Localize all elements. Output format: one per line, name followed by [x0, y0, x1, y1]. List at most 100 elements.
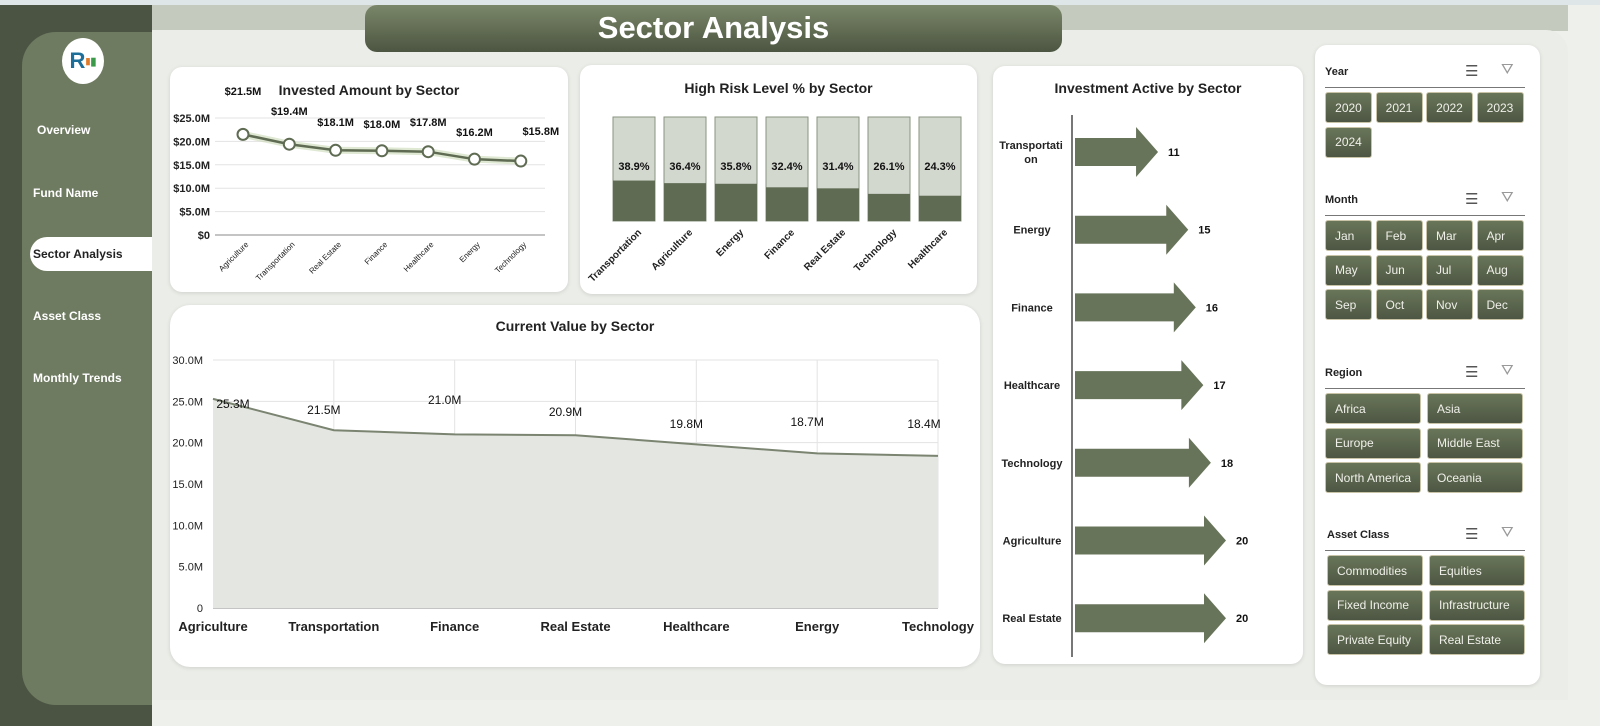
month-option[interactable]: May [1325, 254, 1372, 286]
year-option[interactable]: 2024 [1325, 126, 1372, 158]
year-option[interactable]: 2023 [1476, 92, 1524, 123]
region-option[interactable]: North America [1325, 462, 1421, 493]
asset-class-option[interactable]: Real Estate [1429, 624, 1525, 655]
nav-asset-class[interactable]: Asset Class [33, 309, 102, 323]
high-risk-chart: High Risk Level % by Sector 38.9% Transpor… [580, 65, 977, 294]
x-tick-label: Energy [795, 619, 840, 634]
asset-class-option[interactable]: Equities [1429, 555, 1525, 586]
asset-class-option[interactable]: Commodities [1327, 555, 1423, 586]
region-slicer-title: Region [1325, 367, 1363, 379]
y-tick-label: 25.0M [172, 396, 203, 408]
nav-monthly-trends[interactable]: Monthly Trends [33, 371, 122, 385]
clear-filter-icon[interactable]: ⛛ [1501, 362, 1514, 379]
asset-class-option[interactable]: Fixed Income [1327, 589, 1423, 621]
asset-class-option[interactable]: Private Equity [1327, 624, 1423, 655]
x-tick-label: Transportation [288, 619, 379, 634]
month-option[interactable]: Dec [1476, 289, 1524, 320]
month-option[interactable]: Aug [1476, 254, 1524, 286]
y-tick-label: Real Estate [1002, 613, 1061, 625]
year-option[interactable]: 2022 [1426, 92, 1473, 123]
clear-filter-icon[interactable]: ⛛ [1501, 524, 1514, 541]
month-option[interactable]: Oct [1375, 289, 1423, 320]
y-tick-label: Finance [1011, 302, 1053, 314]
y-tick-label: 10.0M [172, 520, 203, 532]
y-tick-label: on [1024, 154, 1038, 166]
current-value-chart: Current Value by Sector 0 5.0M 10.0M 15.0M 20… [170, 305, 980, 667]
x-tick-label: Real Estate [540, 619, 610, 634]
data-label: $19.4M [271, 106, 308, 118]
chart-title: Current Value by Sector [495, 318, 655, 334]
top-strip [0, 0, 1600, 5]
x-tick-label: Agriculture [178, 619, 247, 634]
multi-select-icon[interactable]: ☰ [1465, 191, 1479, 208]
y-tick-label: $15.0M [173, 160, 210, 172]
multi-select-icon[interactable]: ☰ [1465, 364, 1479, 381]
x-tick-label: Real Estate [307, 240, 343, 276]
month-option[interactable]: Jan [1325, 220, 1372, 251]
arrow-bar [1075, 360, 1204, 411]
x-tick-label: Real Estate [802, 227, 848, 273]
region-option[interactable]: Europe [1325, 427, 1421, 459]
arrow-bar [1075, 127, 1159, 177]
data-label: 24.3% [924, 161, 955, 173]
data-label: 38.9% [618, 161, 649, 173]
asset-class-option[interactable]: Infrastructure [1429, 589, 1525, 621]
data-label: $17.8M [410, 117, 447, 129]
data-label: 11 [1168, 147, 1180, 159]
data-label: 15 [1198, 225, 1210, 237]
year-option[interactable]: 2021 [1375, 92, 1423, 123]
x-tick-label: Healthcare [663, 619, 729, 634]
data-label: 18.4M [907, 417, 940, 431]
region-option[interactable]: Asia [1427, 393, 1523, 424]
multi-select-icon[interactable]: ☰ [1465, 526, 1479, 543]
x-tick-label: Technology [493, 240, 528, 275]
month-option[interactable]: Jul [1426, 254, 1473, 286]
divider [1325, 550, 1525, 551]
y-tick-label: $0 [198, 230, 210, 242]
month-option[interactable]: Jun [1375, 254, 1423, 286]
multi-select-icon[interactable]: ☰ [1465, 63, 1479, 80]
arrow-bar [1075, 282, 1196, 333]
x-tick-label: Technology [902, 619, 975, 634]
y-tick-label: 15.0M [172, 479, 203, 491]
divider [1325, 388, 1525, 389]
slicer-panel: Year ☰ ⛛ 2020 2021 2022 2023 2024 Month ☰ ⛛ Jan Feb M… [1315, 45, 1540, 685]
x-tick-label: Energy [458, 240, 482, 264]
month-option[interactable]: Apr [1476, 220, 1524, 251]
nav-fund-name[interactable]: Fund Name [33, 186, 99, 200]
bar [817, 188, 859, 221]
x-tick-label: Transportation [587, 227, 644, 284]
month-option[interactable]: Feb [1375, 220, 1423, 251]
month-option[interactable]: Nov [1426, 289, 1473, 320]
series-line [212, 397, 939, 457]
clear-filter-icon[interactable]: ⛛ [1501, 189, 1514, 206]
y-tick-label: 30.0M [172, 355, 203, 367]
region-option[interactable]: Oceania [1427, 462, 1523, 493]
y-tick-label: 5.0M [179, 562, 203, 574]
y-tick-label: $5.0M [179, 207, 210, 219]
data-label: 21.0M [428, 393, 461, 407]
data-label: 36.4% [669, 161, 700, 173]
arrow-bar [1075, 515, 1226, 566]
x-tick-label: Agriculture [650, 227, 696, 273]
clear-filter-icon[interactable]: ⛛ [1501, 61, 1514, 78]
logo: R ▮ ▮ [62, 38, 104, 84]
data-label: $18.1M [317, 117, 354, 129]
bar [715, 183, 757, 221]
y-tick-label: $10.0M [173, 183, 210, 195]
year-option[interactable]: 2020 [1325, 92, 1372, 123]
x-tick-label: Energy [714, 227, 746, 259]
region-option[interactable]: Africa [1325, 393, 1421, 424]
data-label: 18 [1221, 458, 1233, 470]
y-tick-label: 20.0M [172, 438, 203, 450]
x-tick-label: Finance [430, 619, 479, 634]
data-point [329, 143, 343, 157]
data-label: 18.7M [790, 415, 823, 429]
nav-overview[interactable]: Overview [37, 123, 91, 137]
page-title: Sector Analysis [365, 5, 1062, 52]
region-option[interactable]: Middle East [1427, 427, 1523, 459]
month-option[interactable]: Mar [1426, 220, 1473, 251]
month-option[interactable]: Sep [1325, 289, 1372, 320]
nav-sector-analysis[interactable]: Sector Analysis [30, 237, 152, 271]
arrow-bar [1075, 593, 1226, 644]
